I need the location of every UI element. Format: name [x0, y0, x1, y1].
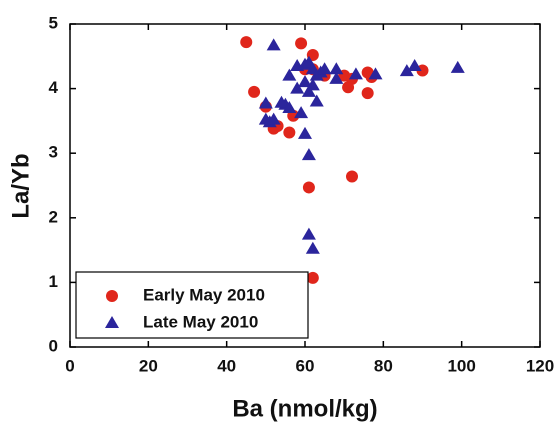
triangle-point: [258, 96, 273, 109]
triangle-point: [282, 100, 297, 113]
x-tick-label: 120: [526, 356, 554, 375]
triangle-point: [305, 241, 320, 254]
triangle-point: [407, 58, 422, 71]
triangle-point: [368, 67, 383, 80]
x-tick-label: 40: [217, 356, 236, 375]
triangle-point: [317, 62, 332, 75]
x-tick-label: 80: [374, 356, 393, 375]
triangle-point: [290, 81, 305, 94]
triangle-point: [274, 95, 289, 108]
circle-point: [240, 36, 253, 49]
triangle-point: [294, 106, 309, 119]
y-tick-label: 5: [49, 13, 58, 32]
y-tick-label: 3: [49, 143, 58, 162]
x-axis-label: Ba (nmol/kg): [232, 395, 377, 422]
circle-point: [346, 170, 358, 183]
triangle-point: [329, 62, 344, 75]
circle-point: [302, 181, 315, 194]
triangle-point: [266, 112, 281, 125]
triangle-point: [309, 94, 324, 107]
triangle-point: [301, 84, 316, 97]
y-tick-label: 1: [49, 272, 58, 291]
y-axis-label: La/Yb: [7, 153, 34, 218]
circle-point: [295, 37, 308, 50]
y-tick-label: 0: [49, 336, 58, 355]
legend-label: Early May 2010: [143, 285, 265, 304]
x-tick-label: 20: [139, 356, 158, 375]
circle-point: [106, 290, 118, 302]
triangle-point: [282, 68, 297, 81]
y-tick-label: 2: [49, 207, 58, 226]
circle-point: [306, 271, 319, 284]
triangle-point: [105, 316, 119, 328]
legend-label: Late May 2010: [143, 312, 258, 331]
x-tick-label: 100: [447, 356, 475, 375]
triangle-point: [301, 148, 316, 161]
triangle-point: [301, 227, 316, 240]
triangle-point: [298, 75, 312, 88]
circle-point: [342, 81, 355, 94]
circle-point: [283, 126, 296, 139]
triangle-point: [298, 126, 312, 139]
x-tick-label: 0: [65, 356, 74, 375]
triangle-point: [450, 60, 465, 73]
triangle-point: [348, 67, 363, 80]
circle-point: [361, 87, 374, 100]
triangle-point: [266, 38, 281, 51]
circle-point: [248, 85, 261, 98]
y-tick-label: 4: [49, 78, 59, 97]
x-tick-label: 60: [296, 356, 315, 375]
triangle-point: [399, 64, 414, 77]
triangle-point: [329, 71, 344, 84]
